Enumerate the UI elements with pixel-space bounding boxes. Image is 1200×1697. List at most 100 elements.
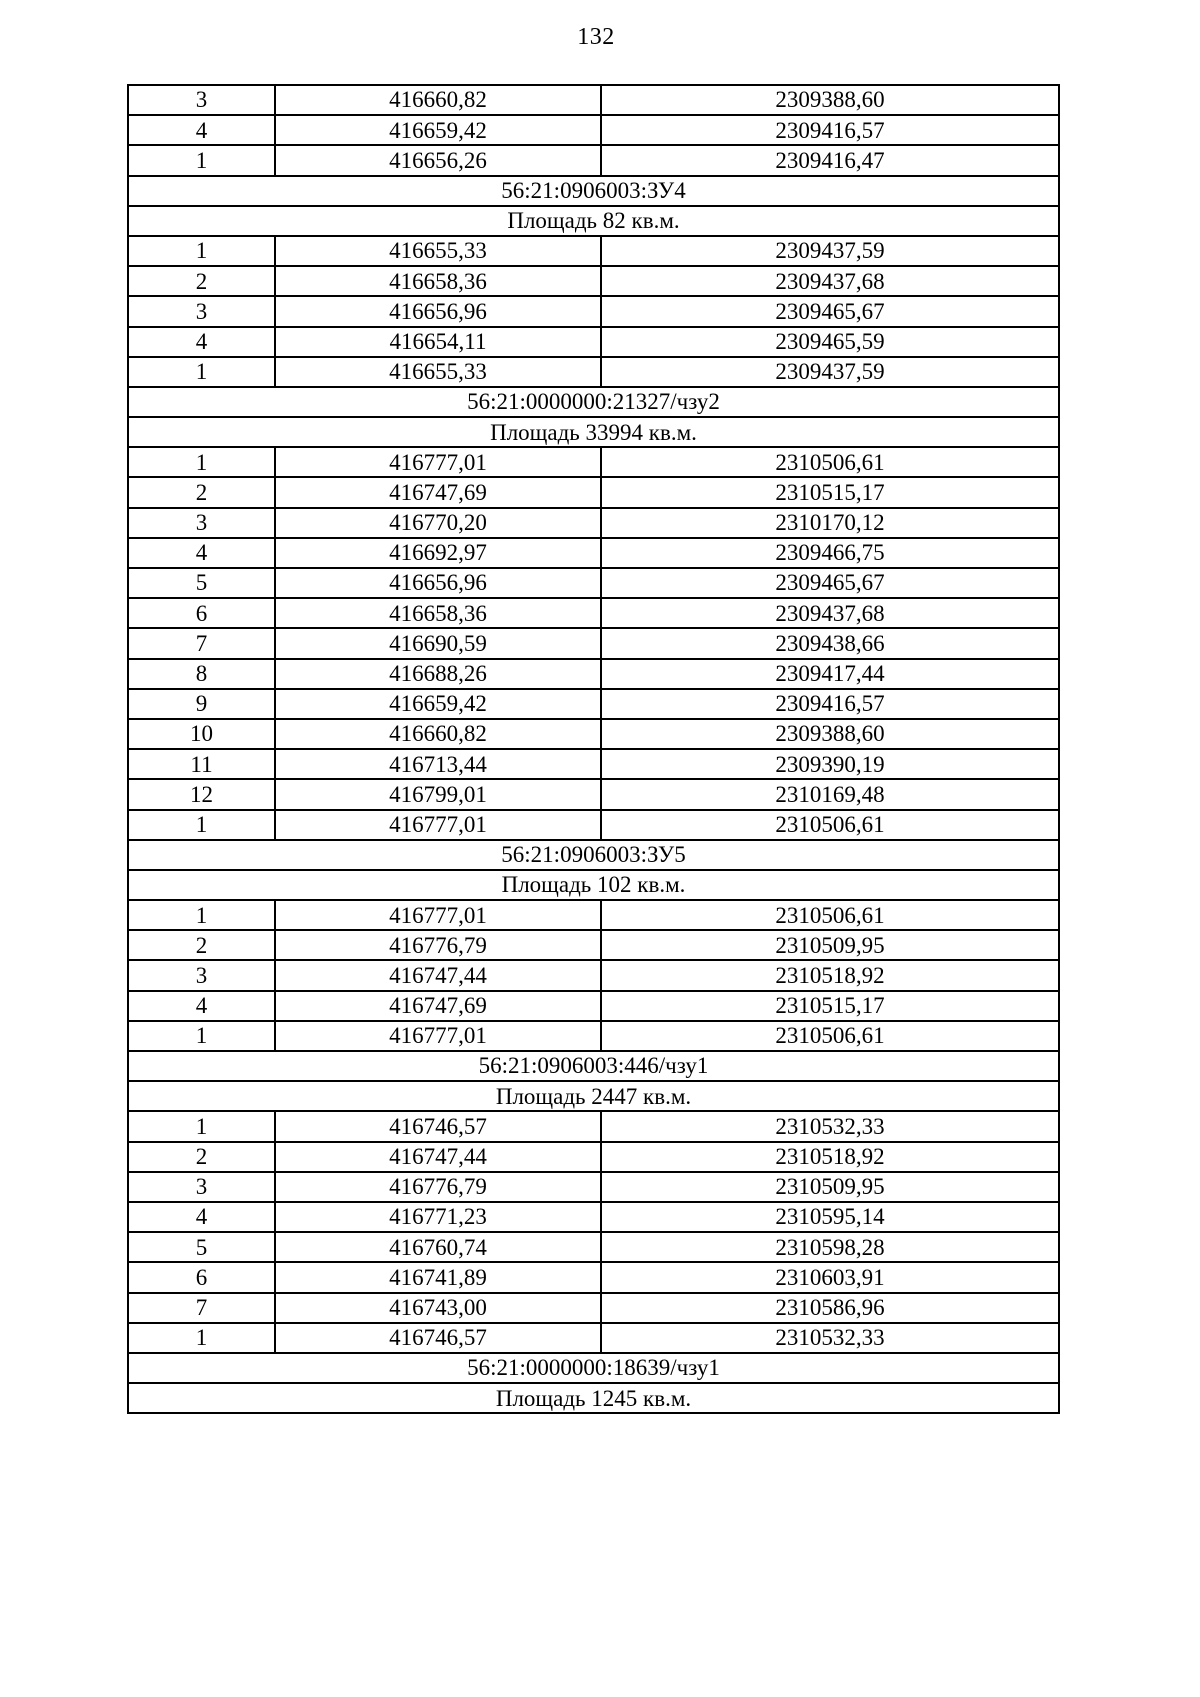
coordinate-x-cell: 416656,96 xyxy=(274,295,602,328)
point-number-cell: 3 xyxy=(127,506,276,539)
coordinate-x-cell: 416656,26 xyxy=(274,144,602,177)
point-row: 3 416747,44 2310518,92 xyxy=(127,959,1060,992)
coordinate-y-cell: 2309437,68 xyxy=(600,597,1060,630)
coordinate-y-cell: 2310506,61 xyxy=(600,446,1060,479)
coordinate-x-cell: 416655,33 xyxy=(274,234,602,268)
coordinate-x-cell: 416799,01 xyxy=(274,778,602,811)
coordinate-x-cell: 416746,57 xyxy=(274,1110,602,1143)
coordinate-x-cell: 416771,23 xyxy=(274,1200,602,1234)
area-value: Площадь 1245 кв.м. xyxy=(127,1382,1060,1415)
coordinate-x-cell: 416655,33 xyxy=(274,355,602,388)
point-row: 1 416656,26 2309416,47 xyxy=(127,144,1060,177)
point-row: 1 416777,01 2310506,61 xyxy=(127,446,1060,479)
point-row: 8 416688,26 2309417,44 xyxy=(127,657,1060,690)
point-number-cell: 3 xyxy=(127,83,276,117)
point-number-cell: 4 xyxy=(127,114,276,147)
point-number-cell: 4 xyxy=(127,536,276,570)
coordinate-y-cell: 2310169,48 xyxy=(600,778,1060,811)
point-number-cell: 4 xyxy=(127,989,276,1022)
point-row: 10 416660,82 2309388,60 xyxy=(127,717,1060,751)
point-row: 1 416655,33 2309437,59 xyxy=(127,234,1060,268)
point-number-cell: 4 xyxy=(127,325,276,358)
cadastral-number-row: 56:21:0906003:ЗУ5 xyxy=(127,838,1060,871)
point-row: 1 416777,01 2310506,61 xyxy=(127,808,1060,841)
point-number-cell: 1 xyxy=(127,355,276,388)
area-row: Площадь 2447 кв.м. xyxy=(127,1080,1060,1113)
coordinate-x-cell: 416777,01 xyxy=(274,446,602,479)
cadastral-number: 56:21:0906003:446/чзу1 xyxy=(127,1049,1060,1083)
page-number: 132 xyxy=(577,24,615,50)
area-row: Площадь 102 кв.м. xyxy=(127,868,1060,902)
point-number-cell: 3 xyxy=(127,959,276,992)
coordinate-x-cell: 416659,42 xyxy=(274,687,602,720)
coordinate-x-cell: 416660,82 xyxy=(274,717,602,751)
point-number-cell: 10 xyxy=(127,717,276,751)
cadastral-number-row: 56:21:0906003:446/чзу1 xyxy=(127,1049,1060,1083)
point-number-cell: 6 xyxy=(127,1261,276,1294)
area-value: Площадь 2447 кв.м. xyxy=(127,1080,1060,1113)
point-number-cell: 1 xyxy=(127,446,276,479)
coordinate-y-cell: 2309388,60 xyxy=(600,717,1060,751)
coordinate-y-cell: 2310506,61 xyxy=(600,808,1060,841)
cadastral-number: 56:21:0906003:ЗУ4 xyxy=(127,174,1060,207)
point-number-cell: 4 xyxy=(127,1200,276,1234)
point-row: 4 416692,97 2309466,75 xyxy=(127,536,1060,570)
coordinate-x-cell: 416741,89 xyxy=(274,1261,602,1294)
point-number-cell: 5 xyxy=(127,566,276,600)
coordinate-y-cell: 2309388,60 xyxy=(600,83,1060,117)
coordinate-x-cell: 416660,82 xyxy=(274,83,602,117)
point-number-cell: 1 xyxy=(127,1321,276,1354)
point-row: 2 416658,36 2309437,68 xyxy=(127,265,1060,298)
point-number-cell: 1 xyxy=(127,1110,276,1143)
coordinate-y-cell: 2310515,17 xyxy=(600,989,1060,1022)
point-number-cell: 1 xyxy=(127,808,276,841)
point-number-cell: 1 xyxy=(127,1019,276,1053)
cadastral-number: 56:21:0906003:ЗУ5 xyxy=(127,838,1060,871)
coordinate-x-cell: 416777,01 xyxy=(274,899,602,932)
coordinate-x-cell: 416659,42 xyxy=(274,114,602,147)
coordinate-y-cell: 2309416,57 xyxy=(600,687,1060,720)
cadastral-number-row: 56:21:0906003:ЗУ4 xyxy=(127,174,1060,207)
point-number-cell: 9 xyxy=(127,687,276,720)
point-row: 5 416656,96 2309465,67 xyxy=(127,566,1060,600)
point-number-cell: 3 xyxy=(127,1170,276,1203)
point-number-cell: 8 xyxy=(127,657,276,690)
coordinate-x-cell: 416776,79 xyxy=(274,929,602,962)
coordinate-y-cell: 2310532,33 xyxy=(600,1321,1060,1354)
coordinate-x-cell: 416656,96 xyxy=(274,566,602,600)
point-row: 3 416656,96 2309465,67 xyxy=(127,295,1060,328)
coordinate-y-cell: 2310518,92 xyxy=(600,1140,1060,1173)
point-number-cell: 5 xyxy=(127,1231,276,1264)
point-row: 4 416659,42 2309416,57 xyxy=(127,114,1060,147)
coordinate-y-cell: 2310515,17 xyxy=(600,476,1060,509)
coordinate-x-cell: 416690,59 xyxy=(274,627,602,660)
coordinate-x-cell: 416777,01 xyxy=(274,1019,602,1053)
area-row: Площадь 1245 кв.м. xyxy=(127,1382,1060,1415)
point-number-cell: 1 xyxy=(127,899,276,932)
point-number-cell: 2 xyxy=(127,476,276,509)
coordinate-y-cell: 2310506,61 xyxy=(600,1019,1060,1053)
point-row: 1 416655,33 2309437,59 xyxy=(127,355,1060,388)
point-number-cell: 7 xyxy=(127,627,276,660)
point-row: 1 416746,57 2310532,33 xyxy=(127,1110,1060,1143)
area-row: Площадь 82 кв.м. xyxy=(127,204,1060,237)
point-row: 6 416741,89 2310603,91 xyxy=(127,1261,1060,1294)
coordinate-x-cell: 416776,79 xyxy=(274,1170,602,1203)
coordinate-x-cell: 416713,44 xyxy=(274,748,602,781)
area-value: Площадь 33994 кв.м. xyxy=(127,416,1060,449)
area-value: Площадь 102 кв.м. xyxy=(127,868,1060,902)
coordinate-y-cell: 2310595,14 xyxy=(600,1200,1060,1234)
point-number-cell: 7 xyxy=(127,1291,276,1324)
coordinate-x-cell: 416747,69 xyxy=(274,989,602,1022)
point-row: 2 416776,79 2310509,95 xyxy=(127,929,1060,962)
coordinate-x-cell: 416658,36 xyxy=(274,597,602,630)
coordinate-y-cell: 2309417,44 xyxy=(600,657,1060,690)
coordinates-table-body: 3 416660,82 2309388,60 4 416659,42 2309416,57… xyxy=(127,83,1060,1415)
point-row: 6 416658,36 2309437,68 xyxy=(127,597,1060,630)
coordinate-x-cell: 416777,01 xyxy=(274,808,602,841)
coordinate-y-cell: 2309465,67 xyxy=(600,566,1060,600)
point-number-cell: 1 xyxy=(127,144,276,177)
coordinate-x-cell: 416747,44 xyxy=(274,1140,602,1173)
point-number-cell: 1 xyxy=(127,234,276,268)
point-row: 3 416770,20 2310170,12 xyxy=(127,506,1060,539)
